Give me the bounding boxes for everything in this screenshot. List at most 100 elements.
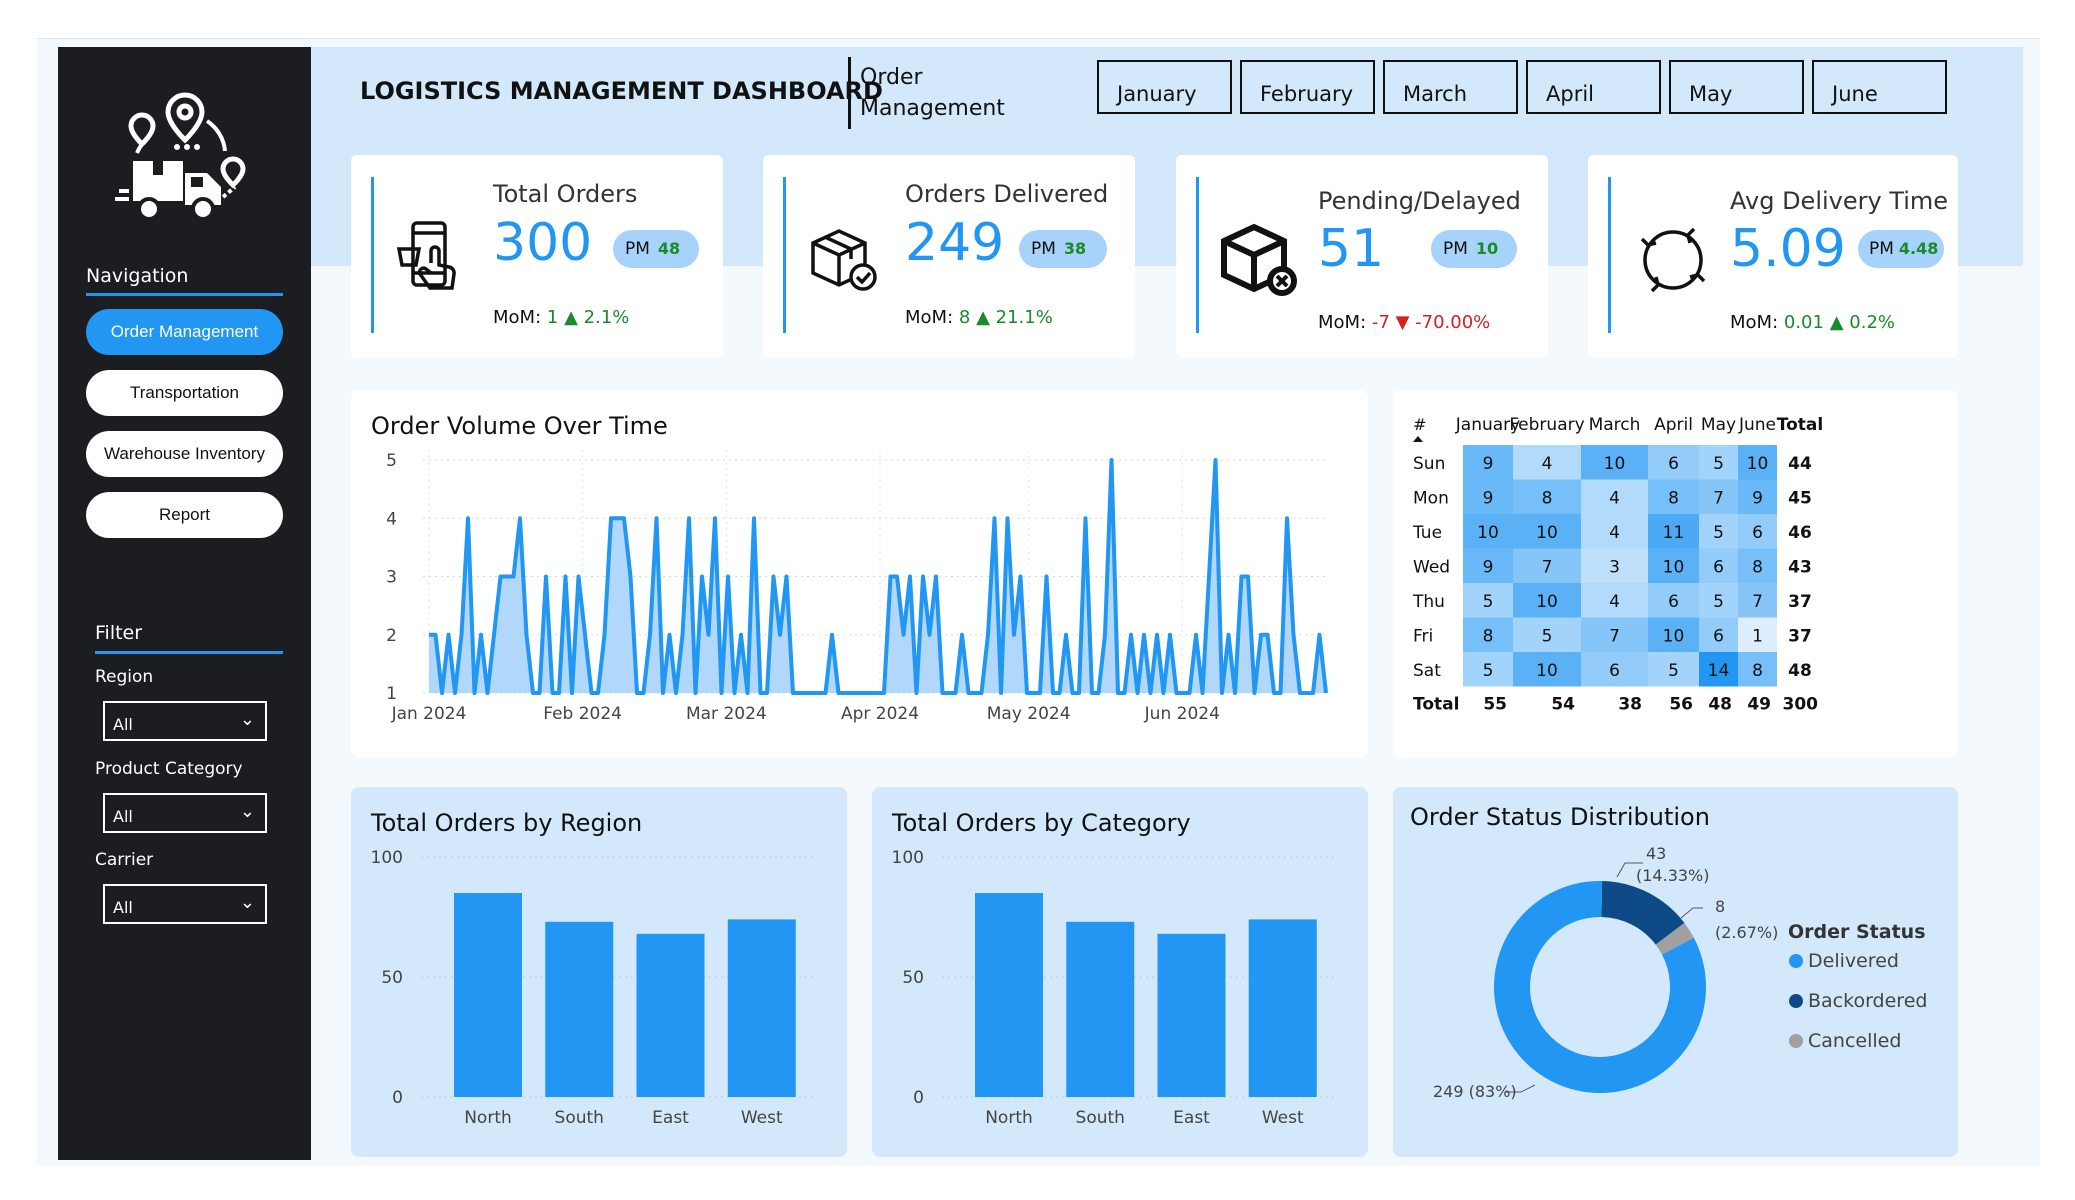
month-slicer-june[interactable]: June (1812, 60, 1947, 114)
heatmap-cell (1463, 514, 1513, 549)
x-tick-label: East (1173, 1108, 1210, 1128)
month-slicer-april[interactable]: April (1526, 60, 1661, 114)
heatmap-column-header: April (1654, 415, 1693, 435)
nav-report-button[interactable]: Report (86, 492, 283, 538)
carrier-filter-label: Carrier (95, 850, 154, 870)
kpi-accent-bar (1608, 177, 1611, 333)
bar (975, 893, 1043, 1097)
heatmap-cell (1648, 479, 1699, 514)
trend-up-icon: ▲ (564, 307, 578, 328)
heatmap-row-label: Sun (1413, 454, 1445, 474)
trend-up-icon: ▲ (1829, 312, 1844, 333)
legend-label: Cancelled (1808, 1030, 1901, 1052)
heatmap-column-total: 49 (1747, 695, 1771, 715)
nav-warehouse-inventory-button[interactable]: Warehouse Inventory (86, 431, 283, 477)
kpi-previous-month-badge: PM 38 (1019, 230, 1107, 268)
kpi-value: 5.09 (1730, 219, 1846, 279)
order-status-title: Order Status Distribution (1410, 803, 1710, 831)
heatmap-cell (1699, 479, 1738, 514)
heatmap-cell-value: 9 (1483, 489, 1494, 509)
order-status-donut: 43 (14.33%) 8 (2.67%) 249 (83%) Order Status D… (1433, 844, 1927, 1101)
heatmap-cell-value: 6 (1609, 661, 1620, 681)
heatmap-cell (1648, 548, 1699, 583)
heatmap-cell (1699, 514, 1738, 549)
x-tick-label: Mar 2024 (686, 704, 767, 724)
heatmap-cell (1513, 445, 1581, 480)
heatmap-row-total: 46 (1788, 523, 1812, 543)
legend-marker (1789, 954, 1803, 968)
month-slicer-january[interactable]: January (1097, 60, 1232, 114)
pm-label: PM (625, 239, 650, 259)
heatmap-cell (1648, 514, 1699, 549)
region-filter-dropdown[interactable]: All ⌄ (103, 701, 267, 741)
legend-marker (1789, 994, 1803, 1008)
kpi-label: Avg Delivery Time (1730, 187, 1949, 215)
heatmap-cell-value: 6 (1668, 454, 1679, 474)
heatmap-cell-value: 4 (1609, 489, 1620, 509)
kpi-label: Pending/Delayed (1318, 187, 1521, 215)
heatmap-cell-value: 5 (1668, 661, 1679, 681)
y-tick-label: 50 (381, 968, 403, 988)
heatmap-cell-value: 14 (1708, 661, 1730, 681)
kpi-mom: MoM: 0.01 ▲ 0.2% (1730, 312, 1895, 333)
order-volume-title: Order Volume Over Time (371, 412, 668, 440)
pm-label: PM (1443, 239, 1468, 259)
backordered-percent-label: (14.33%) (1636, 866, 1710, 885)
mom-percent: 2.1% (583, 307, 630, 328)
heatmap-column-total: 38 (1618, 695, 1642, 715)
mom-label: MoM: (1318, 312, 1367, 333)
heatmap-row-total: 44 (1788, 454, 1812, 474)
backordered-value-label: 43 (1646, 844, 1666, 863)
pm-value: 38 (1063, 239, 1087, 258)
x-tick-label: West (741, 1108, 783, 1128)
x-tick-label: South (555, 1108, 604, 1128)
bar (545, 921, 614, 1097)
month-slicer-may[interactable]: May (1669, 60, 1804, 114)
x-tick-label: North (985, 1108, 1033, 1128)
month-slicer-february[interactable]: February (1240, 60, 1375, 114)
x-tick-label: North (464, 1108, 512, 1128)
y-tick-label: 5 (386, 451, 397, 471)
heatmap-cell (1738, 548, 1777, 583)
heatmap-panel: # January February March April May June Total Su… (1393, 390, 1958, 758)
heatmap-row-total: 43 (1788, 558, 1812, 578)
y-tick-label: 0 (913, 1088, 924, 1108)
heatmap-cell-value: 5 (1713, 592, 1724, 612)
nav-order-management-button[interactable]: Order Management (86, 309, 283, 355)
heatmap-cell (1463, 617, 1513, 652)
package-check-icon (803, 215, 893, 305)
heatmap-cell (1463, 583, 1513, 618)
phone-order-icon (391, 215, 481, 305)
carrier-filter-value: All (113, 898, 133, 917)
order-volume-chart: 1 2 3 4 5 Jan 2024 Feb 2024 Mar 2024 Apr 2024 May… (386, 450, 1328, 724)
kpi-label: Orders Delivered (905, 180, 1109, 208)
orders-by-region-title: Total Orders by Region (371, 809, 643, 837)
leader-line (1505, 1084, 1536, 1093)
sidebar: Navigation Order Management Transportati… (58, 47, 311, 1160)
kpi-mom: MoM: 8 ▲ 21.1% (905, 307, 1053, 328)
y-tick-label: 1 (386, 684, 397, 704)
pm-value: 10 (1475, 239, 1499, 258)
pm-value: 4.48 (1898, 239, 1939, 258)
nav-transportation-button[interactable]: Transportation (86, 370, 283, 416)
heatmap-cell (1699, 445, 1738, 480)
mom-percent: 0.2% (1849, 312, 1895, 333)
product-category-filter-dropdown[interactable]: All ⌄ (103, 793, 267, 833)
legend-marker (1789, 1034, 1803, 1048)
y-tick-label: 100 (892, 848, 924, 868)
heatmap-column-total: 56 (1669, 695, 1693, 715)
leader-line (1616, 862, 1643, 878)
filter-heading: Filter (95, 622, 143, 644)
heatmap-cell-value: 6 (1713, 627, 1724, 647)
heatmap-cell-value: 8 (1752, 661, 1763, 681)
logistics-logo-icon (115, 87, 255, 227)
carrier-filter-dropdown[interactable]: All ⌄ (103, 884, 267, 924)
orders-by-region-panel: Total Orders by Region 0 50 100 North South E… (351, 787, 847, 1157)
kpi-previous-month-badge: PM 4.48 (1858, 230, 1944, 268)
x-tick-label: South (1076, 1108, 1125, 1128)
heatmap-total-header: Total (1777, 415, 1823, 435)
heatmap-row-total: 45 (1788, 489, 1812, 509)
bar (636, 933, 705, 1097)
month-slicer-march[interactable]: March (1383, 60, 1518, 114)
heatmap-cell (1581, 445, 1648, 480)
